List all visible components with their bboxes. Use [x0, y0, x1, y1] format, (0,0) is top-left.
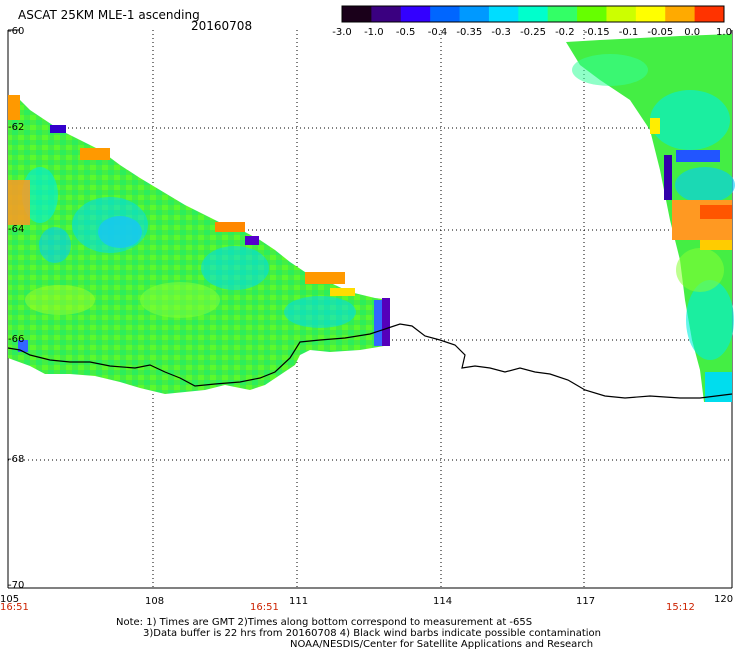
left-swath: [8, 95, 390, 394]
colorbar-swatch: [400, 6, 431, 22]
map-title: ASCAT 25KM MLE-1 ascending: [18, 8, 200, 22]
colorbar-tick-label: -0.3: [491, 27, 511, 38]
time-label: 15:12: [666, 602, 695, 613]
colorbar-frame: [341, 5, 725, 23]
note-line-2: 3)Data buffer is 22 hrs from 20160708 4)…: [143, 628, 601, 639]
colorbar-swatch: [430, 6, 461, 22]
colorbar-tick-label: -1.0: [364, 27, 384, 38]
colorbar: [341, 5, 725, 23]
colorbar-swatch: [371, 6, 402, 22]
colorbar-swatch: [606, 6, 637, 22]
colorbar-tick-label: 1.0: [716, 27, 732, 38]
lat-label: -60: [8, 26, 25, 37]
colorbar-swatch: [547, 6, 578, 22]
note-line-3: NOAA/NESDIS/Center for Satellite Applica…: [290, 639, 594, 650]
colorbar-tick-label: -0.35: [456, 27, 483, 38]
colorbar-tick-label: -0.2: [555, 27, 575, 38]
colorbar-swatch: [665, 6, 696, 22]
colorbar-tick-label: -0.15: [583, 27, 610, 38]
lat-label: -62: [8, 122, 25, 133]
lat-label: -68: [8, 454, 25, 465]
right-swath: [566, 34, 735, 402]
coastline: [7, 323, 733, 399]
lat-label: -66: [8, 334, 25, 345]
lon-label: 108: [145, 596, 165, 607]
lat-label: -70: [8, 580, 25, 591]
colorbar-swatch: [577, 6, 607, 22]
colorbar-swatch: [459, 6, 490, 22]
time-label: 16:51: [0, 602, 29, 613]
colorbar-tick-label: -0.1: [618, 27, 639, 38]
colorbar-tick-label: -0.25: [520, 27, 546, 38]
note-line-1: Note: 1) Times are GMT 2)Times along bot…: [116, 617, 533, 628]
lon-label: 111: [289, 596, 309, 607]
colorbar-tick-label: -0.5: [395, 27, 416, 38]
colorbar-swatch: [488, 6, 519, 22]
colorbar-tick-label: 0.0: [684, 27, 701, 38]
colorbar-tick-label: -3.0: [332, 27, 352, 38]
colorbar-tick-label: -0.05: [647, 27, 674, 38]
lon-label: 120: [714, 594, 734, 605]
colorbar-swatch: [694, 6, 725, 22]
lon-label: 117: [576, 596, 596, 607]
colorbar-swatch: [342, 6, 372, 22]
lat-label: -64: [8, 224, 25, 235]
lon-label: 114: [433, 596, 453, 607]
lon-label: 105: [0, 594, 20, 605]
map-date: 20160708: [191, 19, 253, 33]
colorbar-swatch: [635, 6, 666, 22]
colorbar-swatch: [518, 6, 549, 22]
time-label: 16:51: [250, 602, 279, 613]
colorbar-tick-label: -0.4: [427, 27, 448, 38]
